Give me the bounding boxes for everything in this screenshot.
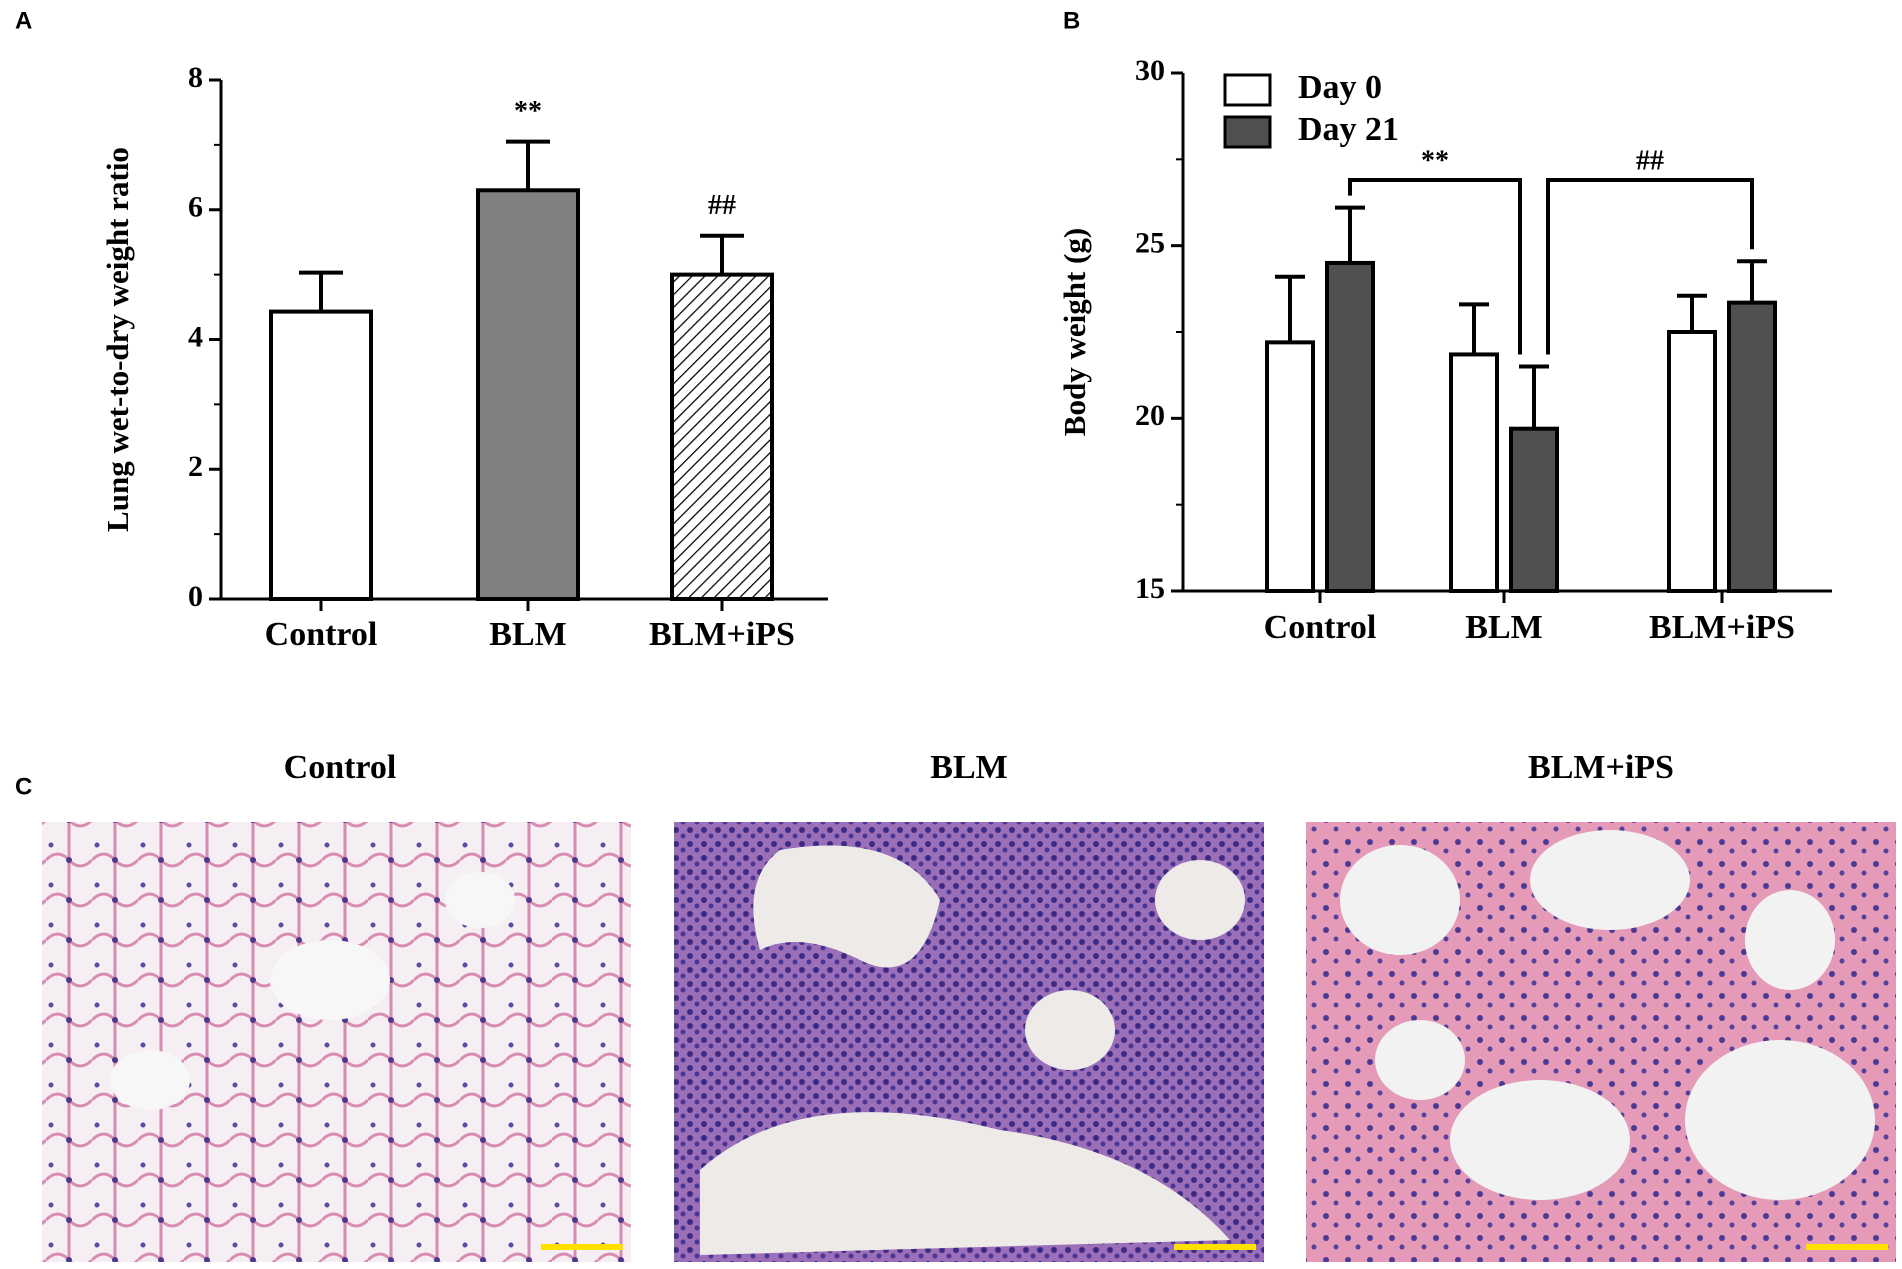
bar [1667, 330, 1717, 593]
x-tick-label: BLM [489, 616, 566, 653]
y-tick-label: 2 [188, 450, 203, 483]
alveoli [110, 872, 515, 1110]
x-tick-label: BLM+iPS [649, 616, 795, 653]
y-tick-label: 8 [188, 61, 203, 94]
bar [269, 309, 373, 601]
y-axis-label: Lung wet-to-dry weight ratio [100, 147, 135, 532]
panel-label: C [15, 773, 32, 800]
error-bar [1677, 293, 1707, 332]
x-tick-label: BLM+iPS [1649, 609, 1795, 646]
scale-bar [1806, 1244, 1888, 1250]
legend-swatch [1223, 73, 1272, 107]
scale-bar [1174, 1244, 1256, 1250]
x-tick-label: BLM [1465, 609, 1542, 646]
y-tick-label: 30 [1135, 54, 1165, 87]
bar [1265, 340, 1315, 593]
legend-swatch [1223, 115, 1272, 149]
x-tick-label: Control [1264, 609, 1377, 646]
x-tick-label: Control [265, 616, 378, 653]
error-bar [299, 270, 343, 312]
legend-label: Day 0 [1298, 69, 1382, 106]
significance-mark: ## [708, 190, 736, 221]
error-bar [506, 139, 550, 191]
y-tick-label: 0 [188, 580, 203, 613]
scale-bar [541, 1244, 623, 1250]
legend-label: Day 21 [1298, 111, 1399, 148]
alveoli [1340, 830, 1875, 1200]
y-tick-label: 15 [1135, 572, 1165, 605]
bar [476, 188, 580, 601]
histology-panel [42, 822, 1896, 1262]
bar [1727, 300, 1777, 593]
y-axis-label: Body weight (g) [1057, 228, 1092, 436]
bar [1449, 352, 1499, 593]
image-title: BLM [930, 749, 1007, 786]
significance-bracket [1348, 178, 1522, 355]
error-bar [1335, 205, 1365, 263]
bar [670, 272, 774, 601]
image-title: Control [284, 749, 397, 786]
y-tick-label: 4 [188, 320, 203, 353]
significance-bracket [1546, 178, 1754, 355]
significance-mark: ** [1421, 145, 1449, 176]
y-tick-label: 25 [1135, 227, 1165, 260]
y-tick-label: 6 [188, 191, 203, 224]
error-bar [1459, 302, 1489, 355]
y-tick-label: 20 [1135, 399, 1165, 432]
bar [1509, 426, 1559, 593]
error-bar [1275, 274, 1305, 343]
alveoli [700, 845, 1245, 1255]
error-bar [1519, 364, 1549, 429]
panel-label: B [1063, 7, 1080, 34]
significance-mark: ** [514, 96, 542, 127]
error-bar [1737, 259, 1767, 303]
error-bar [700, 233, 744, 275]
bar [1325, 260, 1375, 593]
image-title: BLM+iPS [1528, 749, 1674, 786]
micrograph [42, 822, 631, 1262]
significance-mark: ## [1636, 145, 1664, 176]
panel-label: A [15, 7, 32, 34]
